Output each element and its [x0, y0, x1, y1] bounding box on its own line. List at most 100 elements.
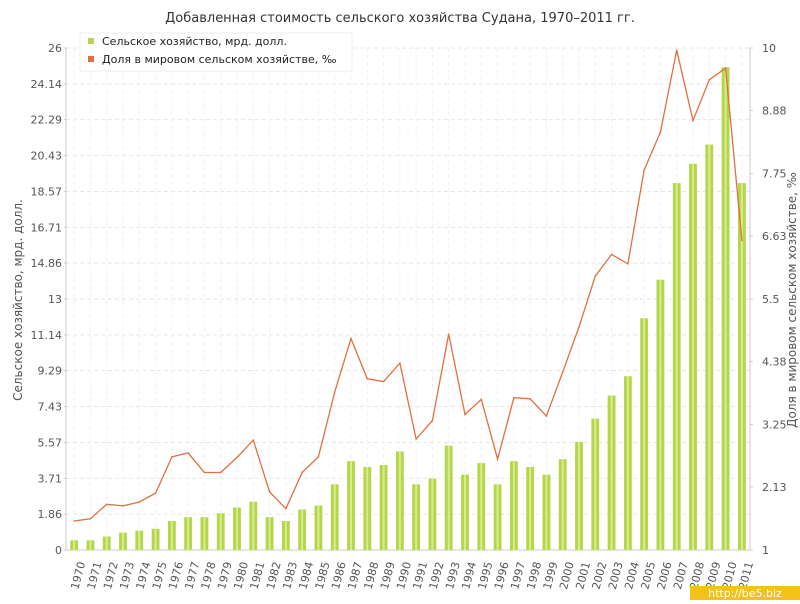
left-tick-label: 22.29 — [31, 114, 63, 127]
line-point — [382, 380, 385, 383]
bar-highlight — [692, 163, 694, 550]
left-tick-label: 7.43 — [38, 401, 63, 414]
legend-line-label: Доля в мировом сельском хозяйстве, ‰ — [102, 53, 337, 66]
line-point — [154, 492, 157, 494]
line-point — [741, 239, 743, 242]
right-axis-title: Доля в мировом сельском хозяйстве, ‰ — [785, 172, 799, 428]
line-point — [301, 471, 303, 474]
legend-bar-swatch — [88, 38, 94, 44]
bar-highlight — [708, 144, 711, 551]
bar-highlight — [301, 509, 304, 550]
bar-highlight — [187, 517, 190, 550]
bar-highlight — [626, 376, 629, 550]
left-tick-label: 24.14 — [31, 78, 63, 91]
line-point — [89, 517, 92, 520]
line-point — [350, 337, 352, 340]
bar-highlight — [333, 484, 336, 550]
bar-highlight — [105, 536, 108, 550]
line-series — [73, 49, 743, 522]
left-tick-label: 14.86 — [31, 257, 63, 270]
line-point — [692, 119, 694, 122]
bar-highlight — [170, 521, 173, 550]
right-tick-label: 7.75 — [762, 168, 787, 181]
bar-highlight — [464, 474, 466, 550]
left-tick-label: 5.57 — [38, 436, 63, 449]
bar-highlight — [610, 395, 613, 550]
line-point — [399, 362, 401, 364]
right-tick-label: 2.13 — [762, 481, 787, 494]
left-tick-label: 9.29 — [38, 365, 63, 378]
bar-highlight — [675, 183, 678, 550]
bar-highlight — [138, 530, 141, 550]
legend-line-swatch — [88, 56, 94, 62]
chart-title: Добавленная стоимость сельского хозяйств… — [165, 11, 635, 26]
bar-highlight — [398, 451, 401, 550]
right-tick-label: 6.63 — [762, 230, 787, 243]
line-point — [187, 452, 189, 454]
line-point — [708, 78, 711, 81]
bar-highlight — [740, 183, 743, 550]
line-point — [578, 326, 580, 328]
left-tick-label: 3.71 — [38, 472, 63, 485]
line-point — [561, 371, 564, 373]
line-point — [285, 507, 287, 510]
left-axis-title: Сельское хозяйство, мрд. долл. — [11, 199, 25, 401]
line-point — [122, 505, 124, 507]
right-tick-label: 4.38 — [762, 355, 787, 368]
line-point — [447, 333, 450, 335]
line-point — [73, 520, 75, 522]
legend-bar-label: Сельское хозяйство, мрд. долл. — [102, 35, 287, 48]
line-point — [268, 491, 271, 493]
bar-highlight — [512, 461, 515, 550]
bar-highlight — [366, 466, 369, 550]
series-line — [74, 50, 743, 522]
bar-highlight — [154, 528, 157, 550]
bar-highlight — [480, 463, 483, 550]
line-point — [415, 438, 417, 440]
line-point — [366, 377, 369, 380]
bar-highlight — [415, 484, 418, 550]
bar-highlight — [284, 521, 287, 550]
line-point — [643, 169, 645, 171]
left-tick-label: 20.43 — [31, 150, 63, 163]
bar-highlight — [594, 418, 597, 550]
left-tick-label: 11.14 — [31, 329, 63, 342]
line-point — [252, 439, 255, 441]
line-point — [317, 456, 320, 458]
bar-highlight — [529, 466, 532, 550]
line-point — [627, 263, 629, 265]
bar-series — [70, 67, 746, 551]
line-point — [529, 398, 531, 400]
x-axis-ticks: 1970197119721973197419751976197719781979… — [68, 560, 756, 590]
line-point — [659, 131, 662, 134]
bar-highlight — [382, 465, 385, 550]
legend-box — [79, 32, 353, 72]
legend: Сельское хозяйство, мрд. долл. Доля в ми… — [79, 32, 353, 72]
line-point — [138, 501, 141, 503]
bar-highlight — [317, 505, 320, 550]
right-tick-label: 10 — [762, 42, 776, 55]
line-point — [545, 415, 548, 417]
line-point — [105, 503, 108, 506]
line-point — [203, 471, 206, 474]
right-tick-label: 5.5 — [762, 293, 780, 306]
watermark-text: http://be5.biz — [708, 587, 782, 600]
bar-highlight — [447, 445, 450, 550]
right-axis-ticks: 1 2.13 3.25 4.38 5.5 6.63 7.75 8.88 10 — [750, 42, 787, 557]
line-point — [594, 275, 597, 277]
line-point — [480, 398, 483, 401]
bar-highlight — [350, 461, 352, 550]
line-point — [431, 419, 434, 422]
bar-highlight — [545, 474, 548, 550]
left-axis-ticks: 0 1.86 3.71 5.57 7.43 9.29 11.14 13 14.86 16.71 18… — [31, 42, 66, 557]
grid — [66, 47, 750, 550]
line-point — [219, 471, 222, 474]
line-point — [171, 456, 173, 458]
left-tick-label: 26 — [48, 42, 62, 55]
left-tick-label: 13 — [48, 293, 62, 306]
line-point — [496, 458, 499, 460]
line-point — [333, 391, 336, 393]
right-tick-label: 8.88 — [762, 104, 787, 117]
